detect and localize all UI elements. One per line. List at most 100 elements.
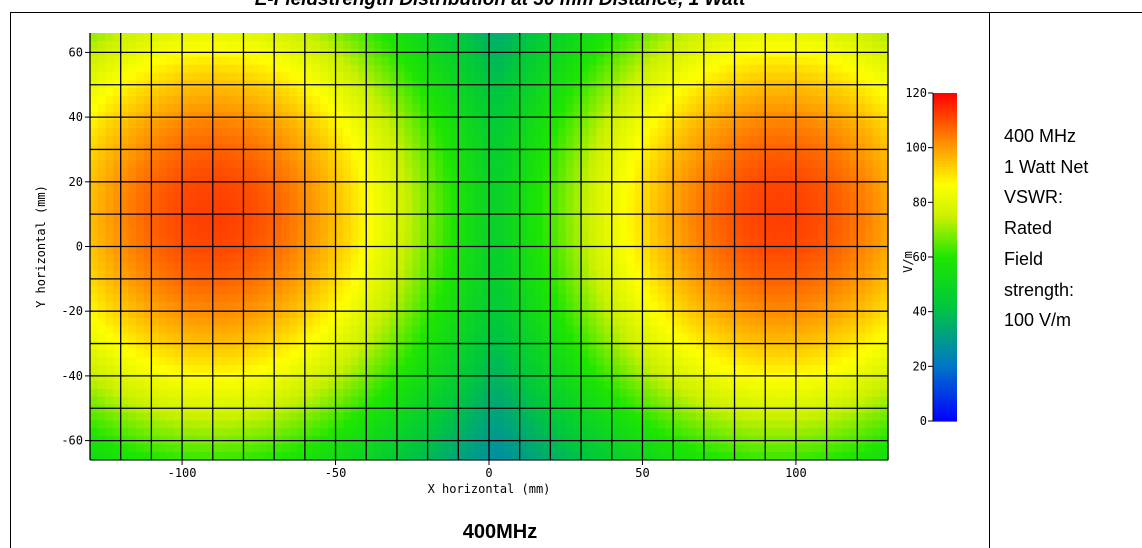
heatmap-cell bbox=[619, 230, 628, 240]
heatmap-cell bbox=[274, 238, 283, 248]
heatmap-cell bbox=[258, 151, 268, 161]
heatmap-cell bbox=[542, 396, 551, 406]
heatmap-cell bbox=[588, 214, 598, 224]
heatmap-cell bbox=[535, 412, 544, 422]
heatmap-cell bbox=[734, 48, 743, 58]
heatmap-cell bbox=[228, 309, 237, 319]
heatmap-cell bbox=[596, 254, 605, 263]
heatmap-cell bbox=[442, 127, 452, 137]
heatmap-cell bbox=[197, 230, 206, 240]
heatmap-cell bbox=[90, 333, 99, 342]
heatmap-cell bbox=[289, 262, 298, 271]
heatmap-cell bbox=[197, 56, 206, 66]
heatmap-cell bbox=[734, 230, 743, 240]
heatmap-cell bbox=[289, 325, 298, 335]
heatmap-cell bbox=[504, 88, 513, 97]
heatmap-cell bbox=[136, 119, 145, 129]
heatmap-cell bbox=[496, 388, 505, 398]
heatmap-cell bbox=[465, 135, 475, 145]
heatmap-cell bbox=[235, 112, 245, 121]
heatmap-cell bbox=[772, 230, 782, 240]
heatmap-cell bbox=[297, 293, 306, 303]
heatmap-cell bbox=[604, 127, 613, 137]
heatmap-cell bbox=[389, 112, 398, 121]
heatmap-cell bbox=[366, 48, 375, 58]
heatmap-cell bbox=[151, 262, 160, 271]
heatmap-cell bbox=[504, 404, 513, 414]
heatmap-cell bbox=[335, 214, 344, 224]
heatmap-cell bbox=[627, 56, 636, 66]
heatmap-cell bbox=[427, 135, 436, 145]
heatmap-cell bbox=[90, 325, 99, 335]
heatmap-cell bbox=[228, 119, 237, 129]
heatmap-cell bbox=[120, 380, 129, 390]
heatmap-cell bbox=[189, 183, 199, 192]
heatmap-cell bbox=[504, 112, 513, 121]
heatmap-cell bbox=[565, 222, 574, 232]
heatmap-cell bbox=[726, 412, 736, 422]
heatmap-cell bbox=[105, 452, 114, 461]
heatmap-cell bbox=[788, 143, 797, 153]
heatmap-cell bbox=[228, 420, 237, 429]
heatmap-cell bbox=[504, 293, 513, 303]
heatmap-cell bbox=[120, 349, 129, 358]
heatmap-cell bbox=[634, 309, 644, 319]
heatmap-cell bbox=[266, 380, 275, 390]
heatmap-cell bbox=[197, 246, 206, 256]
heatmap-cell bbox=[634, 380, 644, 390]
heatmap-cell bbox=[573, 238, 582, 248]
heatmap-cell bbox=[120, 104, 129, 113]
heatmap-cell bbox=[427, 230, 436, 240]
heatmap-cell bbox=[381, 64, 390, 74]
heatmap-cell bbox=[749, 88, 759, 97]
heatmap-cell bbox=[243, 293, 252, 303]
heatmap-cell bbox=[381, 262, 390, 271]
heatmap-cell bbox=[634, 40, 644, 50]
heatmap-cell bbox=[289, 380, 298, 390]
heatmap-cell bbox=[412, 175, 421, 184]
heatmap-cell bbox=[749, 254, 759, 263]
heatmap-cell bbox=[688, 270, 697, 279]
heatmap-cell bbox=[212, 183, 222, 192]
heatmap-cell bbox=[489, 33, 498, 42]
heatmap-cell bbox=[680, 349, 690, 358]
heatmap-cell bbox=[274, 214, 283, 224]
heatmap-cell bbox=[627, 40, 636, 50]
heatmap-cell bbox=[703, 333, 713, 342]
heatmap-cell bbox=[274, 88, 283, 97]
heatmap-cell bbox=[757, 412, 766, 422]
heatmap-cell bbox=[166, 373, 175, 382]
heatmap-cell bbox=[304, 222, 314, 232]
heatmap-cell bbox=[327, 191, 337, 200]
heatmap-cell bbox=[304, 333, 314, 342]
heatmap-cell bbox=[343, 373, 352, 382]
heatmap-cell bbox=[419, 380, 429, 390]
heatmap-chart: -100 -50 0 50 100 60 40 20 0 -20 -40 -60 X horizonta… bbox=[34, 33, 957, 496]
heatmap-cell bbox=[212, 135, 222, 145]
heatmap-cell bbox=[281, 33, 291, 42]
heatmap-cell bbox=[243, 333, 252, 342]
heatmap-cell bbox=[289, 143, 298, 153]
heatmap-cell bbox=[481, 293, 490, 303]
heatmap-cell bbox=[734, 96, 743, 105]
heatmap-cell bbox=[335, 199, 344, 208]
heatmap-cell bbox=[596, 206, 605, 216]
heatmap-cell bbox=[465, 254, 475, 263]
heatmap-cell bbox=[688, 325, 697, 335]
heatmap-cell bbox=[304, 388, 314, 398]
heatmap-cell bbox=[189, 317, 199, 327]
heatmap-cell bbox=[389, 64, 398, 74]
heatmap-cell bbox=[366, 96, 375, 105]
heatmap-cell bbox=[473, 333, 482, 342]
heatmap-cell bbox=[627, 206, 636, 216]
heatmap-cell bbox=[297, 112, 306, 121]
heatmap-cell bbox=[527, 357, 536, 366]
heatmap-cell bbox=[220, 254, 229, 263]
heatmap-cell bbox=[97, 444, 106, 453]
heatmap-cell bbox=[274, 293, 283, 303]
heatmap-cell bbox=[780, 33, 789, 42]
heatmap-cell bbox=[504, 96, 513, 105]
heatmap-cell bbox=[174, 349, 183, 358]
heatmap-cell bbox=[642, 151, 651, 161]
heatmap-cell bbox=[604, 88, 613, 97]
